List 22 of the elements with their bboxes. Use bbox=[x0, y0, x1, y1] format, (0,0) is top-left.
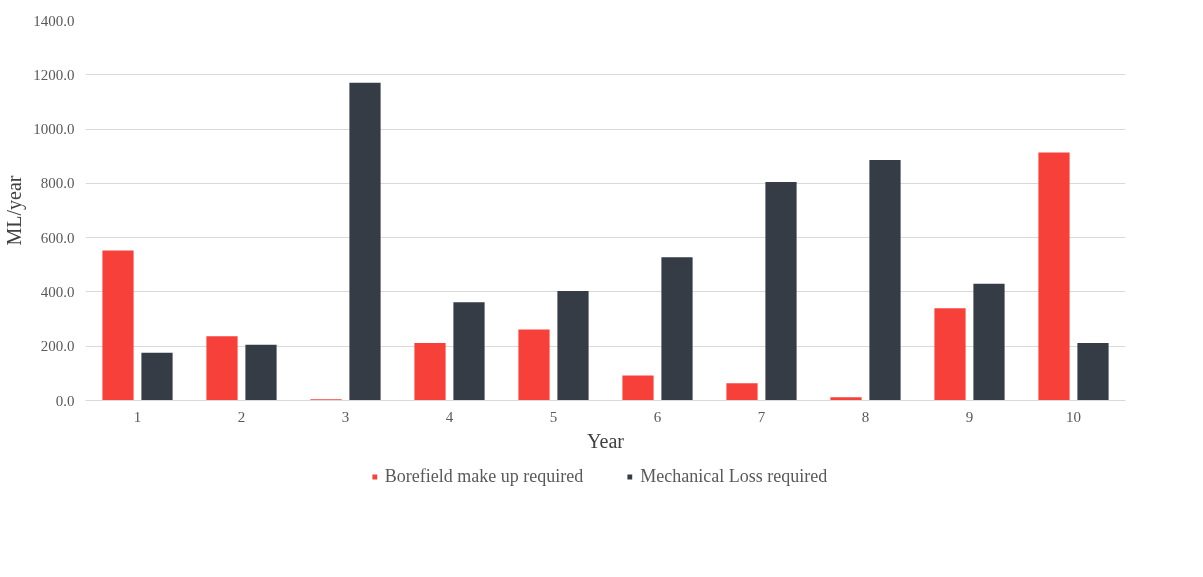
x-axis-title: Year bbox=[587, 429, 625, 452]
x-tick-label: 9 bbox=[965, 408, 974, 425]
y-axis-title: ML/year bbox=[3, 175, 27, 246]
y-tick-label: 1000.0 bbox=[33, 121, 75, 138]
x-tick-label: 3 bbox=[341, 408, 350, 425]
x-tick-label: 4 bbox=[445, 408, 454, 425]
y-tick-label: 1400.0 bbox=[33, 12, 75, 29]
x-tick-label: 5 bbox=[549, 408, 558, 425]
legend-label: Mechanical Loss required bbox=[640, 465, 828, 487]
x-tick-label: 6 bbox=[653, 408, 662, 425]
y-tick-label: 1200.0 bbox=[33, 66, 75, 83]
y-tick-label: 200.0 bbox=[40, 338, 75, 355]
y-tick-label: 0.0 bbox=[55, 392, 75, 409]
x-tick-label: 10 bbox=[1066, 408, 1081, 425]
legend-label: Borefield make up required bbox=[384, 465, 584, 487]
x-tick-label: 7 bbox=[757, 408, 766, 425]
y-tick-label: 600.0 bbox=[40, 229, 75, 246]
y-tick-label: 400.0 bbox=[40, 283, 75, 300]
y-tick-label: 800.0 bbox=[40, 175, 75, 192]
x-tick-label: 8 bbox=[861, 408, 870, 425]
x-tick-label: 1 bbox=[133, 408, 142, 425]
x-tick-label: 2 bbox=[237, 408, 246, 425]
